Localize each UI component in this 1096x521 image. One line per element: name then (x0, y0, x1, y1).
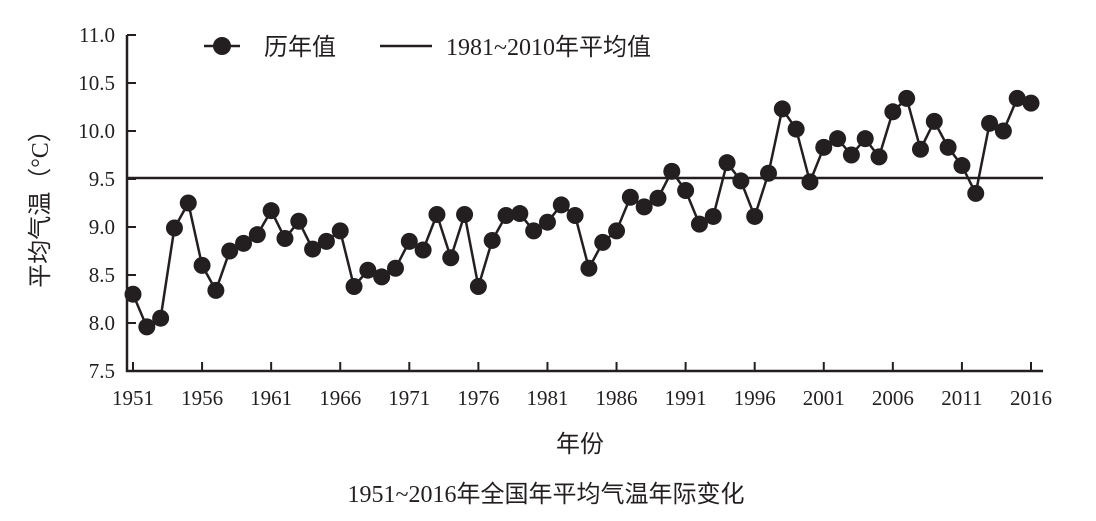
data-point-1996 (746, 207, 764, 225)
data-point-2000 (801, 173, 819, 191)
data-point-2015 (1008, 89, 1026, 107)
data-point-1966 (331, 222, 349, 240)
data-point-1994 (718, 154, 736, 172)
data-point-1969 (373, 268, 391, 286)
data-point-1985 (594, 233, 612, 251)
x-tick-label: 1976 (457, 386, 499, 410)
x-axis-label: 年份 (556, 431, 604, 458)
data-point-1958 (221, 242, 239, 260)
x-tick-label: 1971 (388, 386, 430, 410)
y-tick-label: 9.0 (89, 215, 115, 239)
data-point-1965 (317, 232, 335, 250)
data-point-1986 (608, 222, 626, 240)
data-point-1977 (483, 231, 501, 249)
x-tick-label: 2011 (941, 386, 982, 410)
data-point-1999 (787, 120, 805, 138)
y-tick-label: 8.5 (89, 263, 115, 287)
data-point-2003 (842, 146, 860, 164)
data-point-1954 (165, 219, 183, 237)
data-point-1962 (276, 230, 294, 248)
data-point-1971 (400, 232, 418, 250)
data-point-1995 (732, 172, 750, 190)
data-point-2016 (1022, 94, 1040, 112)
data-point-1951 (124, 285, 142, 303)
x-tick-label: 1966 (319, 386, 361, 410)
data-point-1990 (663, 162, 681, 180)
data-point-2011 (953, 157, 971, 175)
data-point-1982 (552, 196, 570, 214)
data-point-1989 (649, 189, 667, 207)
data-point-2008 (911, 140, 929, 158)
marks (124, 89, 1043, 336)
data-point-1967 (345, 278, 363, 296)
data-point-1952 (138, 318, 156, 336)
data-point-1959 (235, 234, 253, 252)
data-point-1963 (290, 212, 308, 230)
data-point-2001 (815, 138, 833, 156)
data-point-1980 (525, 222, 543, 240)
data-point-1984 (580, 259, 598, 277)
y-tick-label: 9.5 (89, 167, 115, 191)
data-point-1973 (428, 206, 446, 224)
data-point-1991 (677, 182, 695, 200)
x-tick-label: 1996 (734, 386, 776, 410)
axes: 7.5 8.0 8.5 9.0 9.5 10.0 10.5 11.0 1951 1956 1961 1… (78, 23, 1052, 410)
y-tick-label: 11.0 (79, 23, 115, 47)
x-tick-label: 2001 (803, 386, 845, 410)
data-point-1976 (469, 278, 487, 296)
x-tick-label: 1981 (526, 386, 568, 410)
data-point-1961 (262, 202, 280, 220)
data-point-2009 (925, 112, 943, 130)
data-point-1998 (773, 100, 791, 118)
data-point-1972 (414, 241, 432, 259)
x-tick-label: 2016 (1010, 386, 1052, 410)
data-point-1975 (456, 206, 474, 224)
data-point-1974 (442, 249, 460, 267)
data-point-2005 (870, 148, 888, 166)
data-point-1960 (248, 226, 266, 244)
legend-mean-label: 1981~2010年平均值 (446, 34, 651, 61)
x-tick-label: 1991 (665, 386, 707, 410)
data-point-1978 (497, 206, 515, 224)
data-point-1964 (304, 240, 322, 258)
data-point-1979 (511, 205, 529, 223)
x-tick-label: 1951 (112, 386, 154, 410)
data-point-1957 (207, 281, 225, 299)
data-point-2010 (939, 138, 957, 156)
data-point-2013 (981, 114, 999, 132)
y-tick-label: 10.5 (78, 71, 115, 95)
y-tick-label: 8.0 (89, 311, 115, 335)
x-tick-label: 1961 (250, 386, 292, 410)
y-axis-label: 平均气温（°C） (27, 118, 54, 288)
data-point-1953 (152, 309, 170, 327)
data-point-1987 (621, 188, 639, 206)
data-point-1997 (760, 164, 778, 182)
data-point-2006 (884, 103, 902, 121)
data-point-2004 (856, 130, 874, 148)
data-point-1988 (635, 198, 653, 216)
y-tick-label: 7.5 (89, 359, 115, 383)
data-point-1983 (566, 206, 584, 224)
chart-title: 1951~2016年全国年平均气温年际变化 (348, 481, 745, 508)
legend-series-marker (213, 37, 231, 55)
data-point-1992 (690, 215, 708, 233)
x-tick-label: 1956 (181, 386, 223, 410)
x-tick-label: 1986 (596, 386, 638, 410)
y-tick-label: 10.0 (78, 119, 115, 143)
data-point-1956 (193, 256, 211, 274)
legend: 历年值 1981~2010年平均值 (204, 34, 651, 61)
data-point-1981 (538, 213, 556, 231)
data-point-2012 (967, 184, 985, 202)
legend-series-label: 历年值 (264, 34, 336, 61)
data-point-1955 (179, 194, 197, 212)
x-tick-label: 2006 (872, 386, 914, 410)
data-point-2014 (994, 122, 1012, 140)
data-point-1968 (359, 261, 377, 279)
data-point-2007 (898, 89, 916, 107)
data-point-1970 (386, 259, 404, 277)
data-point-1993 (704, 207, 722, 225)
data-point-2002 (829, 130, 847, 148)
